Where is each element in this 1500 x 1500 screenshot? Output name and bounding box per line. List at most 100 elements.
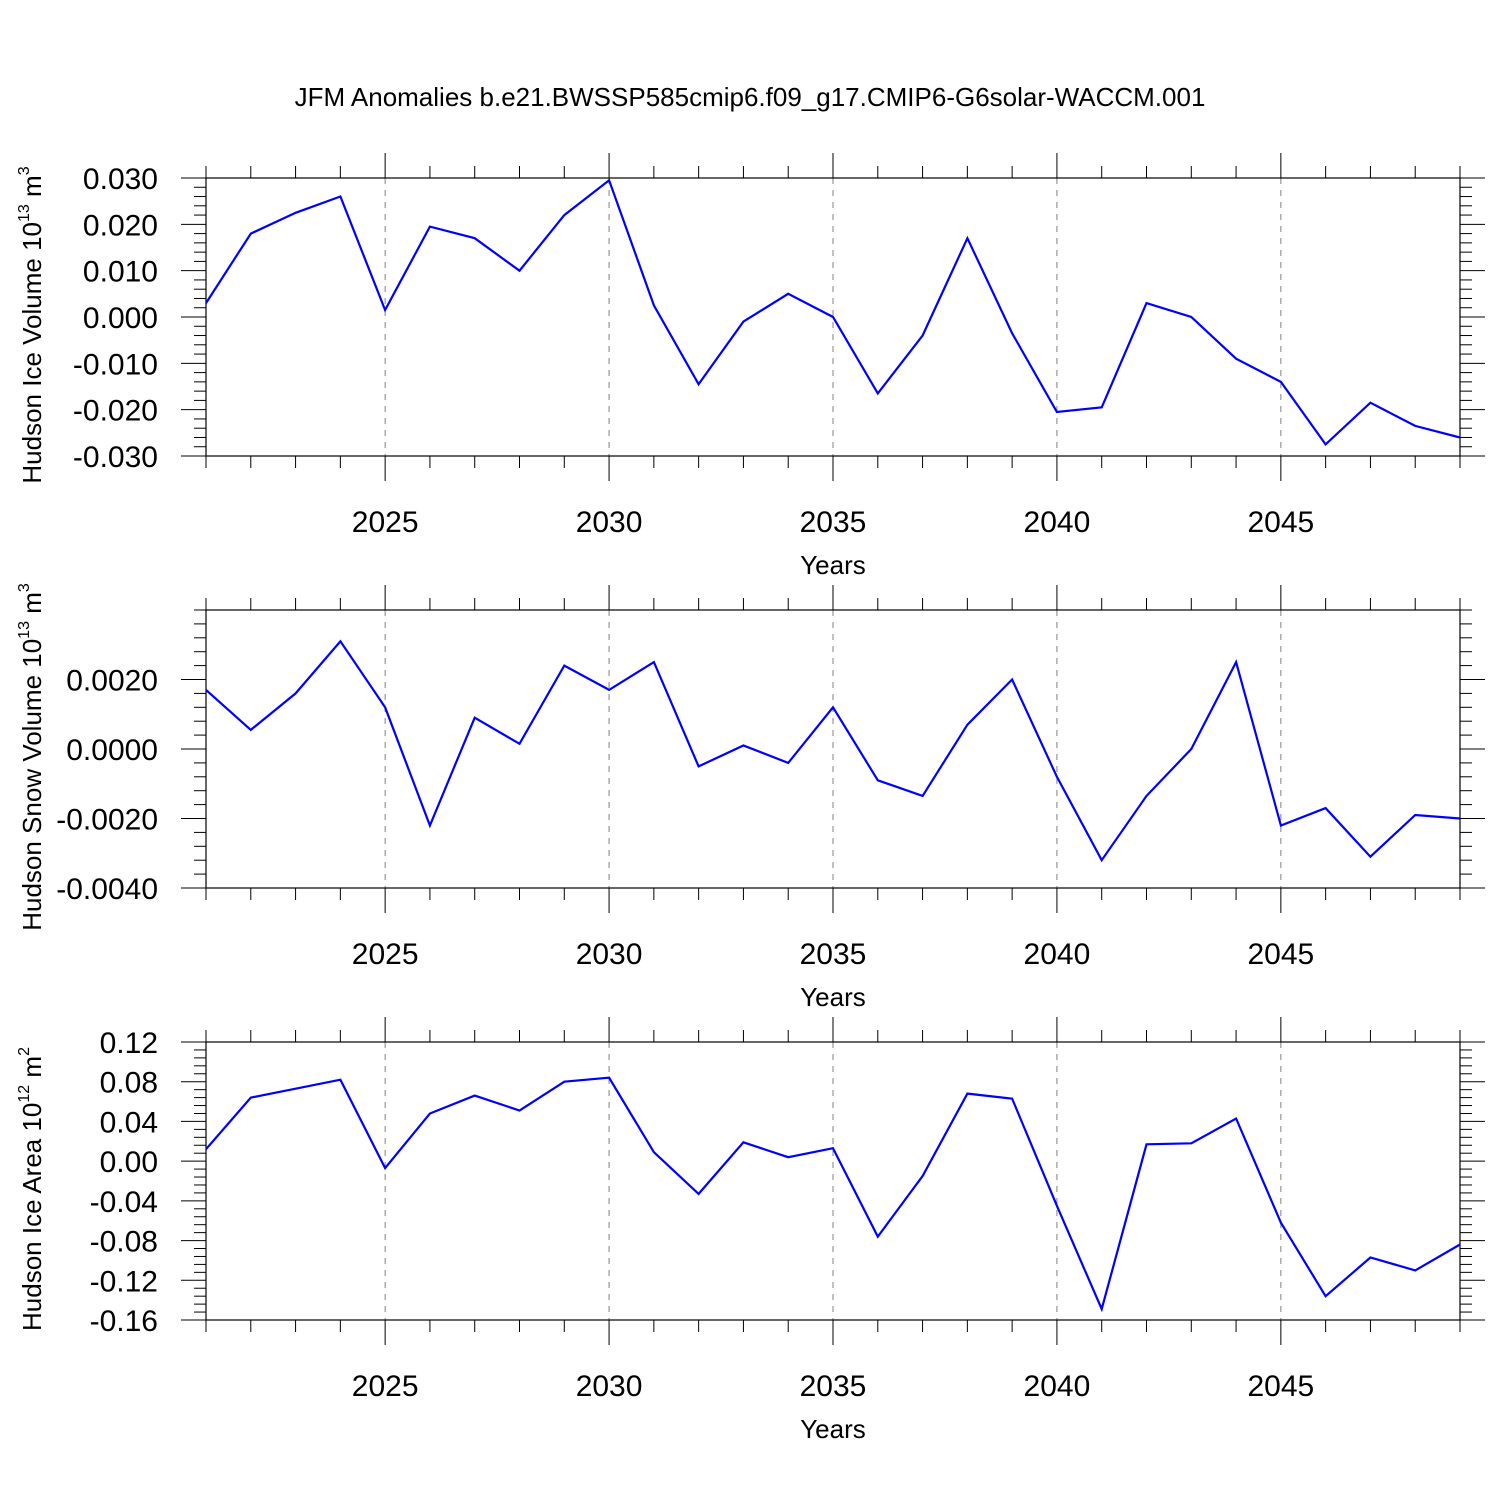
data-point: [965, 236, 969, 240]
data-point: [965, 723, 969, 727]
data-point: [921, 334, 925, 338]
y-tick-label: 0.010: [83, 256, 158, 289]
data-point: [473, 716, 477, 720]
panel-3: -0.16 -0.12 -0.08 -0.04 0.00 0.04 0.08 0.12 2025…: [16, 1017, 1485, 1444]
data-point: [383, 308, 387, 312]
x-tick-label: 2030: [576, 1370, 643, 1403]
data-point: [338, 195, 342, 199]
y-tick-label: -0.0040: [56, 873, 158, 906]
data-point: [562, 213, 566, 217]
x-tick-label: 2045: [1247, 1370, 1314, 1403]
x-tick-label: 2035: [800, 938, 867, 971]
y-tick-label: -0.12: [90, 1265, 158, 1298]
data-point: [786, 761, 790, 765]
data-point: [1189, 1141, 1193, 1145]
data-point: [786, 292, 790, 296]
data-point: [652, 1150, 656, 1154]
data-point: [1413, 424, 1417, 428]
x-tick-label: 2030: [576, 506, 643, 539]
data-point: [1279, 1221, 1283, 1225]
y-tick-label: -0.04: [90, 1186, 158, 1219]
data-point: [383, 705, 387, 709]
x-tick-label: 2035: [800, 506, 867, 539]
data-point: [1055, 410, 1059, 414]
data-point: [1458, 1243, 1462, 1247]
data-point: [607, 688, 611, 692]
panels: -0.030 -0.020 -0.010 0.000 0.010 0.020 0.030 20…: [16, 153, 1485, 1444]
x-tick-label: 2040: [1024, 938, 1091, 971]
y-axis-label: Hudson Ice Area 1012 m2: [16, 1047, 47, 1331]
data-point: [1100, 858, 1104, 862]
y-tick-label: 0.0020: [66, 665, 158, 698]
data-point: [607, 1076, 611, 1080]
data-point: [294, 1087, 298, 1091]
x-tick-label: 2035: [800, 1370, 867, 1403]
y-axis-label: Hudson Snow Volume 1013 m3: [16, 583, 47, 931]
data-point: [428, 823, 432, 827]
panel-2: -0.0040 -0.0020 0.0000 0.0020 2025 2030 2035 20…: [16, 583, 1485, 1012]
data-point: [831, 705, 835, 709]
data-point: [741, 744, 745, 748]
data-point: [518, 742, 522, 746]
data-point: [965, 1092, 969, 1096]
data-point: [249, 232, 253, 236]
data-point: [1324, 1294, 1328, 1298]
data-point: [1100, 1307, 1104, 1311]
data-point: [607, 178, 611, 182]
x-tick-label: 2040: [1024, 1370, 1091, 1403]
series-line: [205, 1076, 1461, 1313]
data-point: [741, 1140, 745, 1144]
y-tick-label: 0.020: [83, 209, 158, 242]
y-tick-label: -0.16: [90, 1305, 158, 1338]
panel-1: -0.030 -0.020 -0.010 0.000 0.010 0.020 0.030 20…: [16, 153, 1485, 580]
data-point: [652, 660, 656, 664]
data-point: [697, 764, 701, 768]
data-point: [876, 391, 880, 395]
data-point: [652, 303, 656, 307]
x-tick-label: 2045: [1247, 506, 1314, 539]
data-point: [1055, 1204, 1059, 1208]
data-point: [1189, 747, 1193, 751]
data-point: [1324, 442, 1328, 446]
x-axis-label: Years: [800, 1414, 866, 1444]
data-point: [1055, 775, 1059, 779]
data-point: [697, 1192, 701, 1196]
y-tick-label: 0.0000: [66, 734, 158, 767]
y-tick-label: 0.030: [83, 163, 158, 196]
data-point: [473, 1094, 477, 1098]
data-point: [876, 1235, 880, 1239]
series-line: [205, 639, 1461, 863]
data-point: [1189, 315, 1193, 319]
data-point: [1145, 301, 1149, 305]
x-tick-label: 2030: [576, 938, 643, 971]
y-tick-label: 0.08: [100, 1067, 158, 1100]
data-point: [831, 315, 835, 319]
data-point: [876, 778, 880, 782]
data-point: [1458, 435, 1462, 439]
data-point: [1413, 813, 1417, 817]
y-tick-label: -0.030: [73, 441, 158, 474]
data-point: [1145, 1142, 1149, 1146]
data-point: [1145, 794, 1149, 798]
data-point: [1368, 855, 1372, 859]
data-point: [1010, 1097, 1014, 1101]
data-point: [204, 301, 208, 305]
x-axis-label: Years: [800, 550, 866, 580]
x-tick-label: 2025: [352, 506, 419, 539]
x-tick-label: 2040: [1024, 506, 1091, 539]
data-point: [1010, 331, 1014, 335]
y-tick-label: 0.04: [100, 1106, 158, 1139]
data-point: [1279, 380, 1283, 384]
data-point: [383, 1166, 387, 1170]
x-axis-label: Years: [800, 982, 866, 1012]
data-point: [921, 1174, 925, 1178]
y-tick-label: -0.08: [90, 1226, 158, 1259]
data-point: [249, 728, 253, 732]
data-point: [294, 691, 298, 695]
data-point: [1234, 660, 1238, 664]
data-point: [1234, 357, 1238, 361]
data-point: [1458, 817, 1462, 821]
x-tick-label: 2025: [352, 938, 419, 971]
data-point: [294, 211, 298, 215]
data-point: [831, 1146, 835, 1150]
